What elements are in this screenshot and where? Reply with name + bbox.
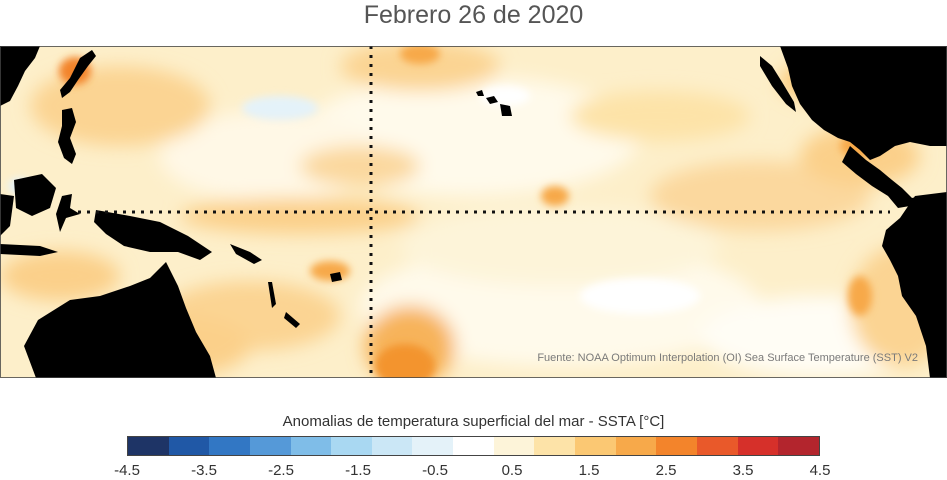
colorbar-tick-label: -3.5 [191, 462, 217, 479]
land-hawaii [476, 90, 512, 116]
colorbar [127, 436, 820, 456]
land-asia [0, 46, 40, 106]
land-new-caledonia [284, 312, 300, 328]
land-borneo [14, 174, 56, 216]
colorbar-swatch [371, 437, 413, 455]
colorbar-tick-label: -0.5 [422, 462, 448, 479]
colorbar-tick-label: 3.5 [732, 462, 754, 479]
land-japan [60, 50, 96, 98]
land-new-guinea [94, 210, 212, 260]
land-masses [0, 46, 947, 378]
colorbar-tick-label: 1.5 [578, 462, 600, 479]
colorbar-tick-label: -4.5 [114, 462, 140, 479]
land-north-america [780, 46, 947, 160]
colorbar-tick-label: 4.5 [809, 462, 831, 479]
colorbar-tick-label: -1.5 [345, 462, 371, 479]
colorbar-swatch [412, 437, 454, 455]
colorbar-swatch [534, 437, 576, 455]
colorbar-swatch [493, 437, 535, 455]
colorbar-ticks: -4.5 -3.5 -2.5 -1.5 -0.5 0.5 1.5 2.5 3.5 4.5 [114, 462, 830, 480]
land-caribbean [900, 118, 947, 144]
land-java [0, 244, 58, 256]
land-south-america [882, 192, 947, 378]
colorbar-swatch [128, 437, 169, 455]
colorbar-swatch [696, 437, 738, 455]
land-baja-california [760, 56, 796, 112]
colorbar-swatch [737, 437, 779, 455]
colorbar-swatch [575, 437, 616, 455]
colorbar-swatch [656, 437, 697, 455]
land-sumatra [0, 194, 14, 236]
colorbar-tick-label: 0.5 [501, 462, 523, 479]
colorbar-swatch [615, 437, 657, 455]
land-solomons [230, 244, 262, 264]
colorbar-swatch [168, 437, 210, 455]
colorbar-tick-label: -2.5 [268, 462, 294, 479]
land-central-america [842, 146, 920, 208]
land-fiji [330, 272, 342, 282]
colorbar-swatch [331, 437, 372, 455]
colorbar-swatch [778, 437, 819, 455]
source-caption: Fuente: NOAA Optimum Interpolation (OI) … [537, 352, 918, 364]
map-title: Febrero 26 de 2020 [363, 1, 584, 29]
sst-anomaly-map: Fuente: NOAA Optimum Interpolation (OI) … [0, 46, 947, 378]
colorbar-swatch [453, 437, 494, 455]
land-sulawesi [56, 194, 80, 232]
colorbar-title: Anomalias de temperatura superficial del… [282, 413, 665, 430]
colorbar-tick-label: 2.5 [655, 462, 677, 479]
colorbar-swatch [290, 437, 332, 455]
land-australia [24, 262, 216, 378]
colorbar-swatch [209, 437, 250, 455]
colorbar-swatch [249, 437, 291, 455]
land-vanuatu [268, 282, 276, 308]
land-philippines [58, 108, 76, 164]
